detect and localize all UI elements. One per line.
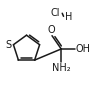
Text: O: O [47, 25, 55, 35]
Text: OH: OH [76, 44, 91, 54]
Text: Cl: Cl [50, 8, 60, 18]
Text: S: S [6, 40, 12, 50]
Text: H: H [65, 12, 72, 22]
Text: NH₂: NH₂ [52, 63, 70, 73]
